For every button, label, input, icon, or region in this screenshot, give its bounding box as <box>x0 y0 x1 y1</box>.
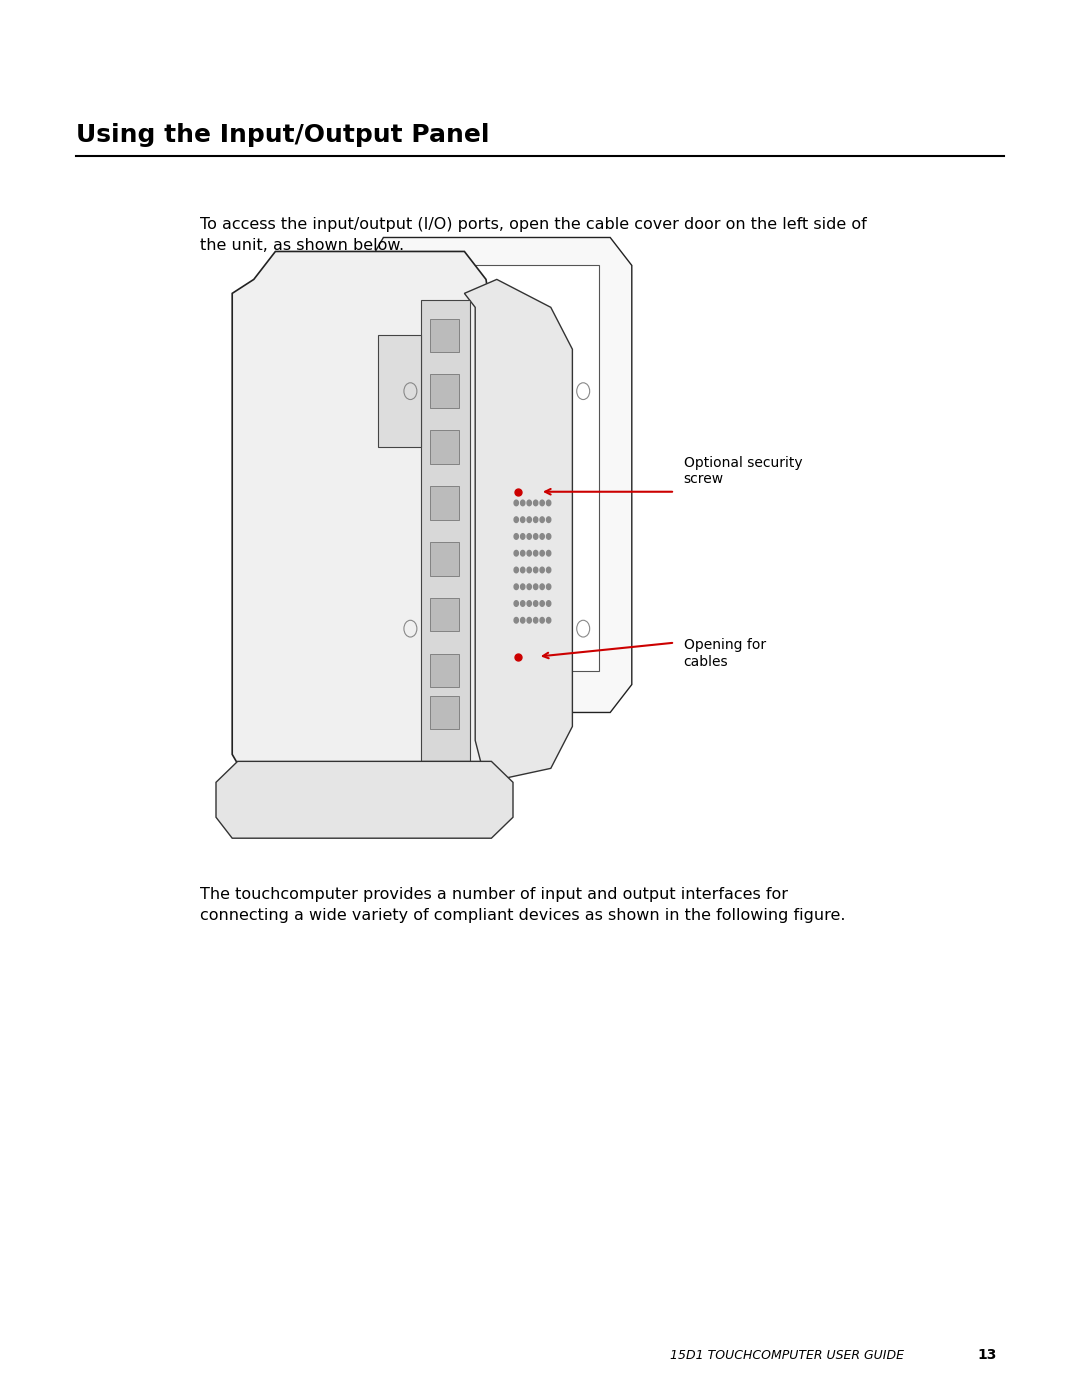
Text: The touchcomputer provides a number of input and output interfaces for
connectin: The touchcomputer provides a number of i… <box>200 887 846 923</box>
Circle shape <box>527 550 531 556</box>
Polygon shape <box>464 279 572 782</box>
Circle shape <box>527 534 531 539</box>
Polygon shape <box>430 319 459 352</box>
Circle shape <box>534 601 538 606</box>
Text: Optional security
screw: Optional security screw <box>684 455 802 486</box>
Circle shape <box>521 500 525 506</box>
Circle shape <box>546 500 551 506</box>
Polygon shape <box>430 542 459 576</box>
Circle shape <box>514 584 518 590</box>
Circle shape <box>514 617 518 623</box>
Circle shape <box>514 517 518 522</box>
Circle shape <box>534 550 538 556</box>
Circle shape <box>534 567 538 573</box>
Circle shape <box>546 617 551 623</box>
Polygon shape <box>430 430 459 464</box>
Circle shape <box>527 601 531 606</box>
Polygon shape <box>400 265 599 671</box>
Polygon shape <box>430 486 459 520</box>
Circle shape <box>527 617 531 623</box>
Circle shape <box>546 567 551 573</box>
Polygon shape <box>216 761 513 838</box>
Circle shape <box>534 534 538 539</box>
Circle shape <box>514 500 518 506</box>
Circle shape <box>521 534 525 539</box>
Circle shape <box>534 617 538 623</box>
Circle shape <box>546 584 551 590</box>
Circle shape <box>540 550 544 556</box>
Polygon shape <box>367 237 632 712</box>
Circle shape <box>527 517 531 522</box>
Polygon shape <box>232 251 497 782</box>
Circle shape <box>540 617 544 623</box>
Circle shape <box>540 517 544 522</box>
Circle shape <box>514 534 518 539</box>
Circle shape <box>546 601 551 606</box>
Circle shape <box>514 550 518 556</box>
Circle shape <box>527 567 531 573</box>
Circle shape <box>534 584 538 590</box>
Polygon shape <box>430 374 459 408</box>
Circle shape <box>514 601 518 606</box>
Circle shape <box>540 601 544 606</box>
Polygon shape <box>378 335 421 447</box>
Circle shape <box>534 517 538 522</box>
Text: Using the Input/Output Panel: Using the Input/Output Panel <box>76 123 489 147</box>
Circle shape <box>521 617 525 623</box>
Text: 13: 13 <box>977 1348 997 1362</box>
Circle shape <box>540 500 544 506</box>
Circle shape <box>546 517 551 522</box>
Polygon shape <box>430 696 459 729</box>
Circle shape <box>521 517 525 522</box>
Circle shape <box>521 601 525 606</box>
Circle shape <box>527 584 531 590</box>
Text: To access the input/output (I/O) ports, open the cable cover door on the left si: To access the input/output (I/O) ports, … <box>200 217 866 253</box>
Circle shape <box>540 584 544 590</box>
Circle shape <box>521 584 525 590</box>
Circle shape <box>521 567 525 573</box>
Circle shape <box>546 534 551 539</box>
Circle shape <box>521 550 525 556</box>
Polygon shape <box>430 598 459 631</box>
Text: Opening for
cables: Opening for cables <box>684 638 766 669</box>
Polygon shape <box>430 654 459 687</box>
Circle shape <box>546 550 551 556</box>
Circle shape <box>534 500 538 506</box>
Circle shape <box>540 534 544 539</box>
Circle shape <box>527 500 531 506</box>
Polygon shape <box>421 300 470 761</box>
Text: 15D1 TOUCHCOMPUTER USER GUIDE: 15D1 TOUCHCOMPUTER USER GUIDE <box>670 1350 904 1362</box>
Circle shape <box>514 567 518 573</box>
Circle shape <box>540 567 544 573</box>
